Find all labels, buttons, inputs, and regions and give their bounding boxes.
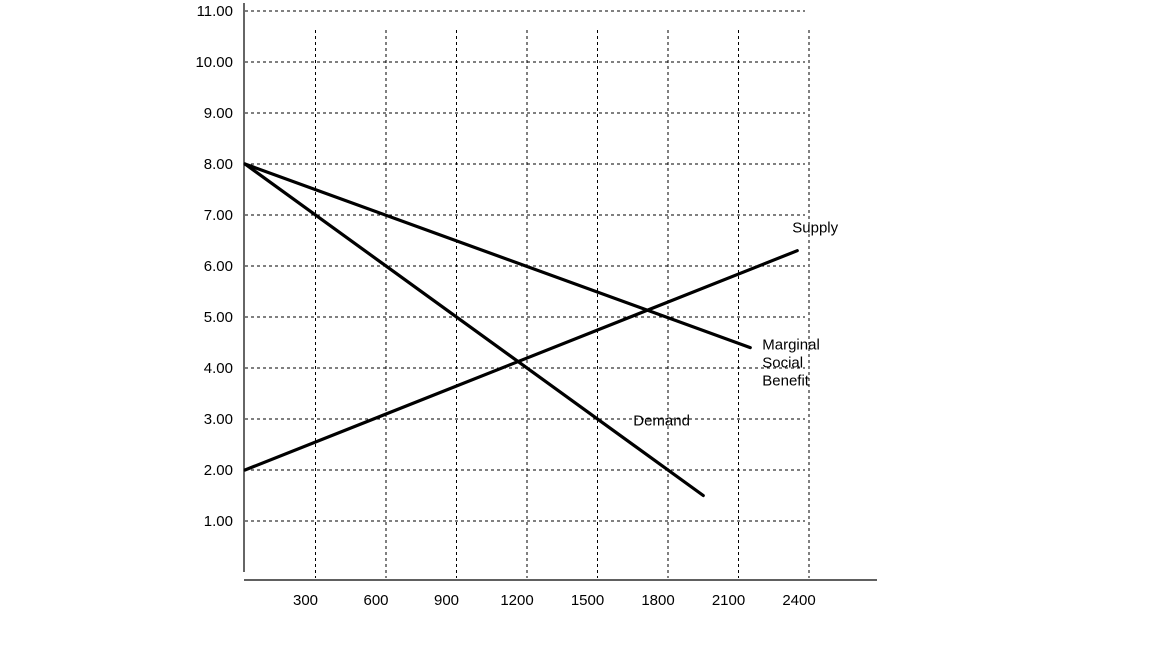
- annotation-line: Supply: [792, 220, 838, 237]
- x-tick-label: 300: [293, 592, 318, 609]
- annotation-line: Demand: [633, 413, 690, 430]
- annotation-demand: Demand: [633, 413, 690, 430]
- x-tick-label: 600: [363, 592, 388, 609]
- series-line-marginal-social-benefit: [243, 162, 752, 350]
- annotation-line: Benefit: [762, 373, 810, 390]
- annotation-supply: Supply: [792, 220, 838, 237]
- label-layer: Supply Marginal Social Benefit Demand: [633, 220, 838, 430]
- series-layer: [243, 162, 799, 498]
- tick-layer: 11.00 10.00 9.00 8.00 7.00 6.00 5.00 4.00 3.00 2.…: [195, 3, 815, 609]
- y-tick-label: 3.00: [204, 411, 233, 428]
- y-tick-label: 2.00: [204, 462, 233, 479]
- x-tick-label: 2400: [782, 592, 815, 609]
- y-tick-label: 4.00: [204, 360, 233, 377]
- y-tick-label: 9.00: [204, 105, 233, 122]
- grid-layer: [245, 10, 810, 578]
- y-tick-label: 1.00: [204, 513, 233, 530]
- y-tick-label: 8.00: [204, 156, 233, 173]
- axis-layer: [243, 3, 877, 581]
- y-tick-label: 6.00: [204, 258, 233, 275]
- y-tick-label: 10.00: [195, 54, 233, 71]
- x-tick-label: 1800: [641, 592, 674, 609]
- x-tick-label: 1500: [571, 592, 604, 609]
- y-tick-label: 5.00: [204, 309, 233, 326]
- annotation-line: Marginal: [762, 337, 820, 354]
- annotation-marginal-social-benefit: Marginal Social Benefit: [762, 337, 820, 390]
- y-tick-label: 7.00: [204, 207, 233, 224]
- annotation-line: Social: [762, 355, 803, 372]
- x-tick-label: 2100: [712, 592, 745, 609]
- y-tick-label: 11.00: [197, 3, 233, 20]
- series-line-supply: [243, 249, 799, 472]
- x-tick-label: 900: [434, 592, 459, 609]
- series-line-demand: [243, 162, 705, 498]
- x-tick-label: 1200: [500, 592, 533, 609]
